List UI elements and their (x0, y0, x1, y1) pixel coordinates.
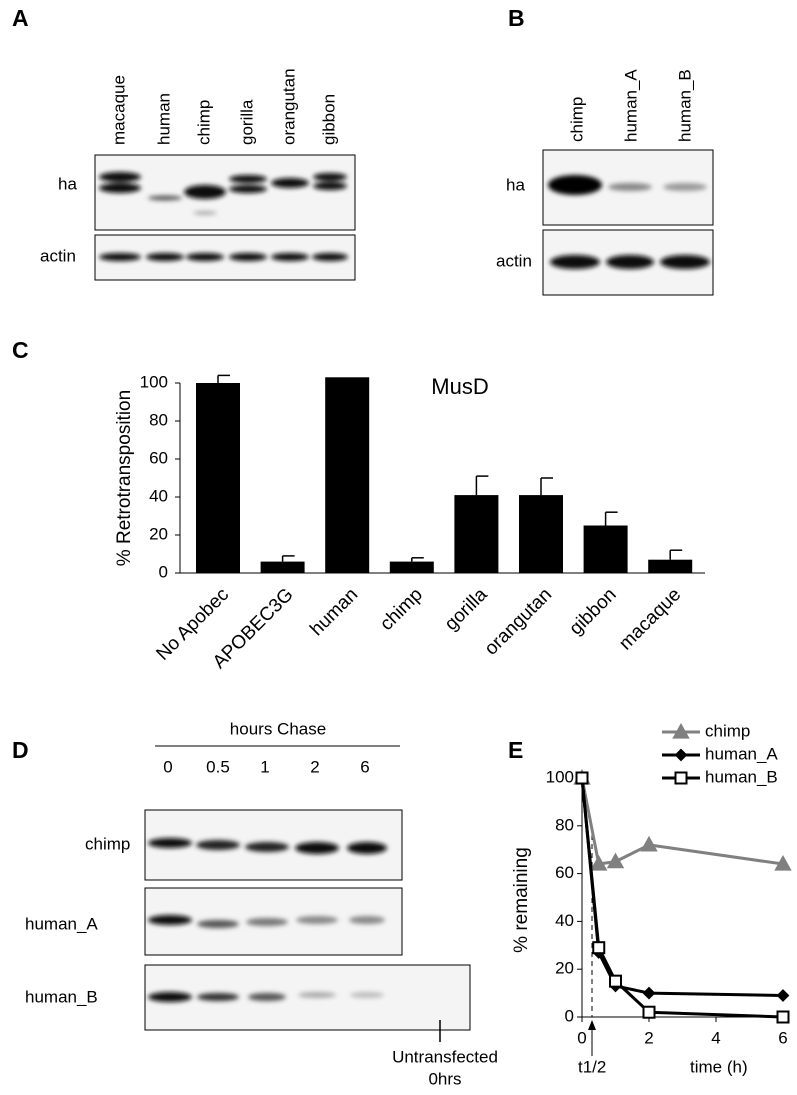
lane-label: chimp (194, 100, 213, 145)
lane-label: macaque (109, 75, 128, 145)
marker (776, 1010, 790, 1024)
lane-label: human (154, 93, 173, 145)
x-tick-label: chimp (376, 584, 427, 635)
y-tick-label: 40 (149, 486, 168, 505)
lane-label: human_B (675, 69, 694, 142)
bands (548, 175, 710, 269)
panel-label: E (508, 737, 523, 763)
x-tick-label: 2 (644, 1028, 653, 1047)
lane-label: 0 (163, 757, 172, 776)
bar (519, 495, 563, 573)
bar (260, 561, 305, 573)
lane-label: 2 (310, 757, 319, 776)
y-tick-label: 20 (555, 959, 574, 978)
marker (640, 835, 658, 852)
lane-label: chimp (567, 97, 586, 142)
lane-label: human_A (621, 69, 640, 142)
panel-label: B (508, 5, 525, 31)
lane-label: 6 (360, 757, 369, 776)
row-label: ha (58, 174, 77, 193)
y-tick-label: 40 (555, 911, 574, 930)
marker (609, 974, 622, 988)
chart-title: MusD (431, 374, 488, 399)
y-tick-label: 0 (565, 1006, 574, 1025)
x-tick-label: macaque (615, 584, 685, 654)
lane-label: orangutan (279, 68, 298, 145)
y-tick-label: 20 (149, 524, 168, 543)
y-axis-label: % remaining (511, 847, 532, 953)
lane-labels: macaque human chimp gorilla orangutan gi… (109, 68, 338, 145)
legend-marker (674, 771, 688, 785)
marker (776, 989, 790, 1002)
annotation: t1/2 (578, 1057, 606, 1076)
lane-label: gibbon (319, 94, 338, 145)
row-label: actin (496, 251, 532, 270)
y-tick-label: 100 (140, 372, 168, 391)
row-label: human_A (25, 914, 98, 933)
panel-label: A (12, 5, 29, 31)
x-axis-label: time (h) (690, 1057, 748, 1076)
bar (454, 495, 499, 573)
y-tick-label: 80 (555, 815, 574, 834)
marker (606, 852, 625, 869)
bar (196, 383, 240, 573)
x-tick-label: 0 (577, 1028, 586, 1047)
series-line (580, 777, 784, 997)
marker (642, 1005, 656, 1019)
y-tick-label: 80 (149, 410, 168, 429)
marker (592, 941, 606, 955)
marker (575, 771, 589, 785)
row-label: actin (40, 246, 76, 265)
note: 0hrs (428, 1069, 461, 1088)
annotation-arrowhead (588, 1020, 596, 1030)
y-tick-label: 60 (149, 448, 168, 467)
series-line (580, 777, 784, 866)
row-label: human_B (25, 987, 98, 1006)
bar (389, 561, 434, 573)
bands (99, 172, 348, 261)
bar (583, 525, 628, 573)
x-tick-label: orangutan (481, 584, 556, 659)
marker (774, 854, 792, 871)
y-tick-label: 0 (159, 562, 168, 581)
lane-label: 1 (260, 757, 269, 776)
legend-label: human_A (705, 744, 778, 763)
x-tick-label: gorilla (441, 584, 492, 635)
row-label: chimp (85, 834, 130, 853)
row-label: ha (506, 175, 525, 194)
x-tick-label: 6 (778, 1028, 787, 1047)
y-tick-label: 60 (555, 863, 574, 882)
panel-label: C (12, 337, 29, 363)
x-tick-label: gibbon (565, 584, 620, 639)
header: hours Chase (230, 719, 326, 738)
lane-label: gorilla (237, 99, 256, 145)
lane-label: 0.5 (206, 757, 230, 776)
bar (325, 377, 370, 573)
marker (590, 854, 608, 871)
legend-marker (674, 748, 688, 762)
note: Untransfected (392, 1047, 498, 1066)
bar (648, 559, 693, 573)
marker (642, 986, 656, 1000)
legend-marker (672, 722, 690, 739)
y-tick-label: 100 (546, 767, 574, 786)
legend-label: human_B (705, 767, 778, 786)
x-tick-label: 4 (711, 1028, 720, 1047)
bands (148, 838, 387, 1002)
y-axis-label: % Retrotransposition (114, 390, 135, 566)
panel-label: D (12, 737, 29, 763)
legend-label: chimp (705, 721, 750, 740)
x-tick-label: human (306, 584, 362, 640)
